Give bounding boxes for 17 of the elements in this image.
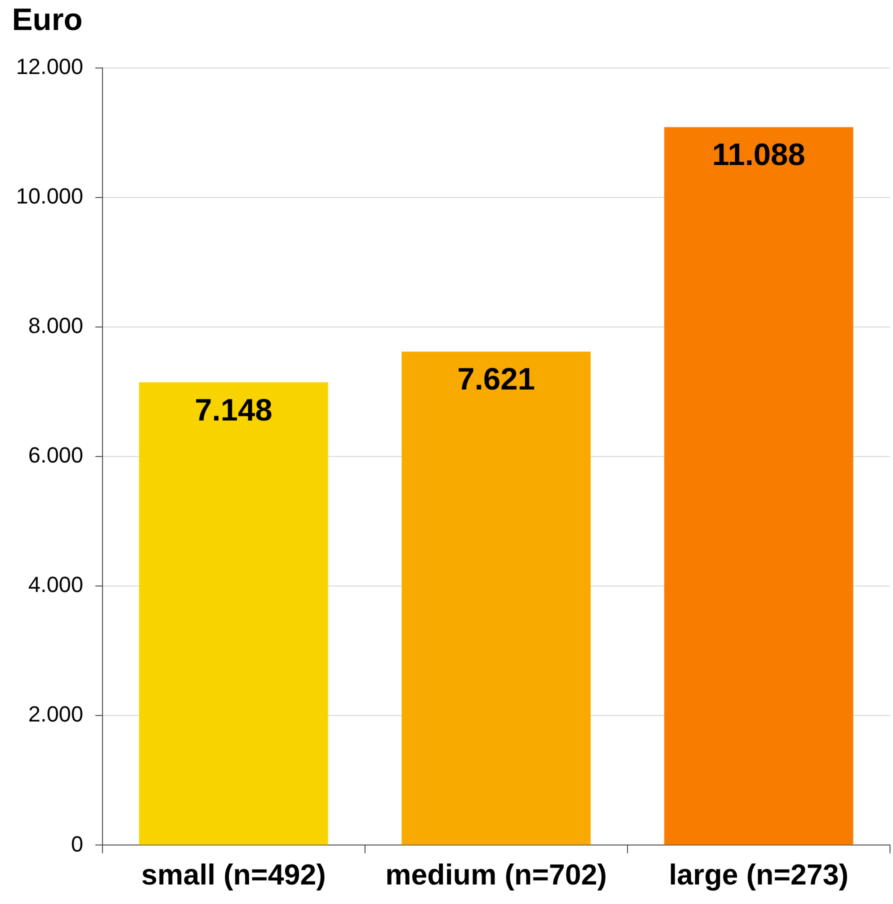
- bar: [664, 127, 854, 845]
- bar: [402, 352, 591, 845]
- bar: [139, 382, 328, 845]
- x-tick-label: large (n=273): [668, 860, 849, 892]
- y-tick-label: 0: [71, 831, 84, 856]
- y-tick-label: 10.000: [16, 184, 84, 209]
- x-tick-label: medium (n=702): [385, 860, 607, 892]
- y-tick-label: 4.000: [28, 572, 84, 598]
- x-tick-label: small (n=492): [141, 860, 326, 892]
- data-label: 7.621: [457, 362, 535, 397]
- y-tick-label: 8.000: [28, 313, 84, 338]
- data-label: 11.088: [712, 137, 806, 172]
- y-tick-label: 12.000: [16, 54, 84, 80]
- y-tick-label: 6.000: [28, 442, 84, 468]
- y-tick-label: 2.000: [28, 702, 84, 727]
- data-label: 7.148: [194, 392, 272, 428]
- y-axis-title: Euro: [12, 2, 83, 38]
